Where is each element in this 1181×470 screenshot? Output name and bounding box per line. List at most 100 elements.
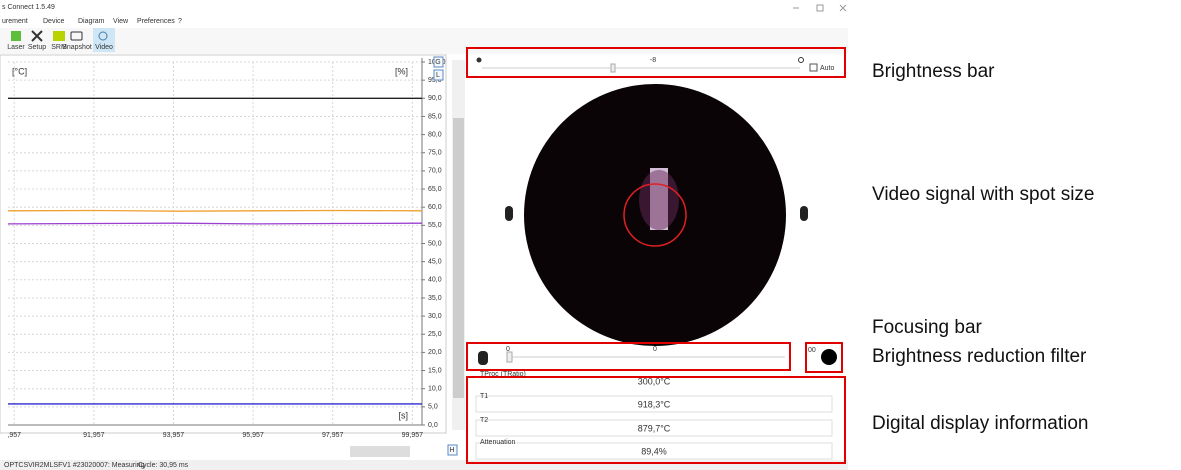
- toolbar-label[interactable]: SRM: [51, 44, 67, 51]
- x-tick-label: ,957: [7, 432, 21, 439]
- y-tick-label: 20,0: [428, 349, 442, 356]
- brightness-high-icon: [798, 57, 804, 63]
- focus-value: 0: [653, 346, 657, 353]
- display-value: 300,0°C: [638, 376, 671, 386]
- filter-label: 00: [808, 347, 816, 354]
- window-title: s Connect 1.5.49: [2, 4, 55, 11]
- mouse-left-icon: [505, 206, 513, 221]
- y2-label: [%]: [395, 66, 408, 76]
- display-value: 918,3°C: [638, 399, 671, 409]
- y-tick-label: 25,0: [428, 331, 442, 338]
- y-tick-label: 10,0: [428, 386, 442, 393]
- side-button-label[interactable]: H: [449, 447, 454, 454]
- side-button-label[interactable]: L: [436, 72, 440, 79]
- y-tick-label: 65,0: [428, 186, 442, 193]
- y-tick-label: 35,0: [428, 295, 442, 302]
- annotation: Digital display information: [872, 413, 1089, 434]
- toolbar-label[interactable]: Snapshot: [62, 44, 92, 51]
- status-bar: [0, 460, 848, 470]
- y-tick-label: 5,0: [428, 404, 438, 411]
- srm-icon[interactable]: [53, 31, 65, 41]
- glow: [639, 170, 679, 230]
- y-tick-label: 30,0: [428, 313, 442, 320]
- y-tick-label: 70,0: [428, 168, 442, 175]
- setup-icon[interactable]: [31, 30, 43, 42]
- brightness-thumb[interactable]: [610, 63, 616, 73]
- t2-box: [475, 419, 833, 437]
- brightness-low-icon: [476, 57, 482, 63]
- display-label: TProc (TRatio): [480, 371, 526, 378]
- laser-icon[interactable]: [11, 31, 21, 41]
- y-tick-label: 45,0: [428, 258, 442, 265]
- menu-item[interactable]: ?: [178, 18, 182, 25]
- toolbar-label[interactable]: Laser: [7, 44, 25, 51]
- y-tick-label: 55,0: [428, 222, 442, 229]
- status-text: Cycle: 30,95 ms: [138, 462, 189, 469]
- x-tick-label: 91,957: [83, 432, 105, 439]
- focus-highlight: [466, 342, 791, 371]
- brightness-highlight: [466, 47, 846, 78]
- y-tick-label: 90,0: [428, 95, 442, 102]
- menu-item[interactable]: Device: [43, 18, 65, 25]
- x-tick-label: 99,957: [402, 432, 424, 439]
- annotation: Focusing bar: [872, 317, 983, 338]
- toolbar-label[interactable]: Setup: [28, 44, 46, 51]
- filter-indicator[interactable]: [821, 349, 837, 365]
- display-label: Attenuation: [480, 439, 516, 446]
- toolbar-label[interactable]: Video: [95, 44, 113, 51]
- h-scrollbar[interactable]: [350, 446, 410, 457]
- brightness-value: -8: [650, 57, 656, 64]
- side-button-label[interactable]: G: [435, 59, 440, 66]
- display-highlight: [466, 376, 846, 464]
- y-tick-label: 0,0: [428, 422, 438, 429]
- t1-box: [475, 395, 833, 413]
- title-bar: [0, 0, 848, 14]
- annotation: Brightness reduction filter: [872, 346, 1087, 367]
- filter-highlight: [805, 342, 843, 373]
- auto-checkbox[interactable]: [809, 63, 818, 72]
- scroll-thumb[interactable]: [453, 118, 464, 398]
- y-tick-label: 75,0: [428, 150, 442, 157]
- y-tick-label: 40,0: [428, 277, 442, 284]
- mouse-right-icon: [800, 206, 808, 221]
- auto-label: Auto: [820, 65, 835, 72]
- side-button[interactable]: [447, 444, 458, 456]
- menu-item[interactable]: Preferences: [137, 18, 175, 25]
- attenuation-box: [475, 442, 833, 460]
- menu-item[interactable]: View: [113, 18, 129, 25]
- side-button[interactable]: [433, 56, 444, 68]
- x-tick-label: 95,957: [242, 432, 264, 439]
- x-label: [s]: [398, 410, 408, 420]
- chart-panel: [0, 54, 447, 434]
- x-tick-label: 97,957: [322, 432, 344, 439]
- video-icon[interactable]: [98, 31, 108, 41]
- display-value: 89,4%: [641, 446, 667, 456]
- brightness-panel: [472, 56, 842, 74]
- toolbar: [0, 28, 848, 54]
- y-tick-label: 85,0: [428, 113, 442, 120]
- spot-size-circle: [623, 183, 687, 247]
- menu-item[interactable]: urement: [2, 18, 28, 25]
- display-label: T2: [480, 417, 488, 424]
- series-line: [7, 209, 423, 212]
- annotation: Brightness bar: [872, 61, 995, 82]
- focus-min: 0: [506, 346, 510, 353]
- display-value: 879,7°C: [638, 423, 671, 433]
- focus-thumb[interactable]: [506, 351, 513, 363]
- display-label: T1: [480, 393, 488, 400]
- status-text: OPTCSVIR2MLSFV1 #23020007: Measuring: [4, 462, 145, 469]
- side-button[interactable]: [433, 69, 444, 81]
- menu-item[interactable]: Diagram: [78, 18, 105, 25]
- y-tick-label: 15,0: [428, 367, 442, 374]
- snapshot-icon[interactable]: [70, 31, 83, 41]
- series-line: [7, 222, 423, 225]
- maximize-button[interactable]: [816, 4, 824, 12]
- annotation: Video signal with spot size: [872, 184, 1095, 205]
- close-button[interactable]: [839, 4, 847, 12]
- y-tick-label: 80,0: [428, 131, 442, 138]
- focus-mouse-icon[interactable]: [478, 351, 488, 365]
- y-tick-label: 50,0: [428, 240, 442, 247]
- y-label: [°C]: [12, 66, 27, 76]
- x-tick-label: 93,957: [163, 432, 185, 439]
